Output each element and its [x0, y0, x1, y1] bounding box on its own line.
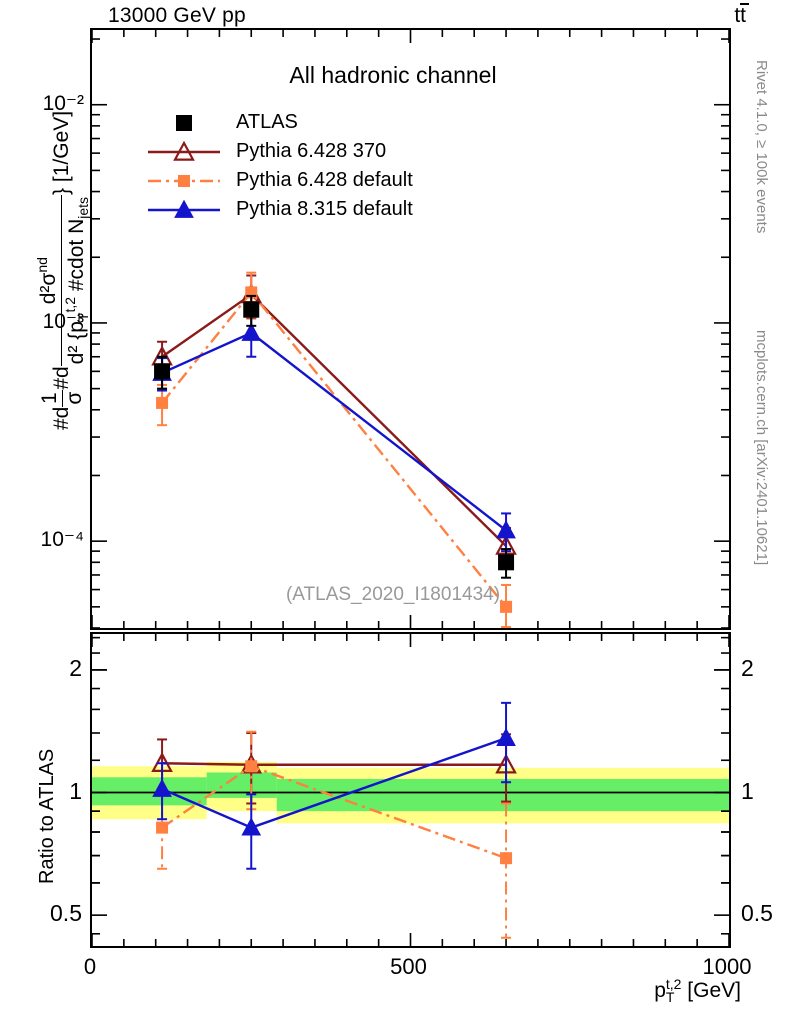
header-process-text: tt [734, 4, 746, 27]
header-process-label: tt [734, 3, 750, 28]
xlabel-unit: [GeV] [681, 978, 741, 1002]
legend-item-3[interactable]: Pythia 8.315 default [146, 195, 413, 224]
x-axis-label: p t,2 T [GeV] [654, 976, 741, 1006]
legend-label: ATLAS [236, 111, 298, 133]
y-tick-label-main: 10⁻⁴ [40, 528, 84, 552]
points-pythia-8-315-default [152, 312, 516, 553]
points-pythia-6-428-default [156, 271, 513, 628]
y-tick-label-ratio-right: 2 [741, 654, 754, 681]
legend-marker-square-filled [146, 112, 222, 134]
xlabel-sup: t,2 [665, 976, 682, 992]
x-tick-label: 1000 [702, 954, 752, 979]
legend-item-1[interactable]: Pythia 6.428 370 [146, 137, 413, 166]
legend-item-2[interactable]: Pythia 6.428 default [146, 166, 413, 195]
y-tick-label-ratio-left: 0.5 [50, 900, 82, 927]
xlabel-sub: T [665, 989, 675, 1006]
series-pythia-8-315-default [161, 331, 507, 532]
header-beam-label: 13000 GeV pp [108, 4, 246, 27]
legend-item-0[interactable]: ATLAS [146, 108, 413, 137]
main-plot-canvas [92, 30, 729, 628]
ylabel-mid: #d [50, 366, 74, 390]
legend-marker-square-filled [146, 170, 222, 192]
ratio-plot-canvas [92, 634, 729, 946]
series-pythia-6-428-370 [161, 292, 507, 547]
page-title: All hadronic channel [289, 62, 497, 88]
ylabel-frac-main: d²σnd d² {pTt,2 #cdot Njets [34, 194, 92, 367]
series-pythia-6-428-default [161, 290, 507, 608]
y-tick-label-ratio-left: 2 [69, 654, 82, 681]
x-tick-label: 500 [390, 954, 427, 979]
ratio-plot-panel [90, 632, 731, 948]
ylabel-suffix: } [1/GeV] [50, 110, 74, 195]
legend-marker-triangle-open [146, 140, 222, 163]
analysis-watermark: (ATLAS_2020_I1801434) [285, 584, 501, 605]
xlabel-base: p [654, 978, 666, 1002]
legend: ATLAS Pythia 6.428 370 Pythia 6.428 defaul… [146, 108, 413, 224]
main-plot-panel [90, 28, 731, 630]
mcplots-source-label: mcplots.cern.ch [arXiv:2401.10621] [753, 330, 770, 566]
legend-label: Pythia 6.428 default [236, 169, 413, 191]
y-axis-label: #d 1 σ #d d²σnd d² {pTt,2 #cdot Njets} [1/GeV… [34, 111, 91, 430]
ylabel-prefix: #d [50, 406, 74, 430]
legend-label: Pythia 6.428 370 [236, 140, 387, 162]
legend-marker-triangle-filled [146, 199, 222, 221]
points-pythia-6-428-370 [151, 274, 517, 570]
legend-label: Pythia 8.315 default [236, 198, 413, 220]
ratio-series-pythia-8-315-default [152, 701, 516, 870]
x-tick-label: 0 [83, 954, 97, 979]
y-tick-label-ratio-right: 1 [741, 777, 754, 804]
ratio-y-axis-label: Ratio to ATLAS [36, 748, 58, 884]
points-atlas [154, 294, 515, 579]
y-tick-label-ratio-right: 0.5 [741, 900, 773, 927]
overline-bar [740, 3, 750, 5]
